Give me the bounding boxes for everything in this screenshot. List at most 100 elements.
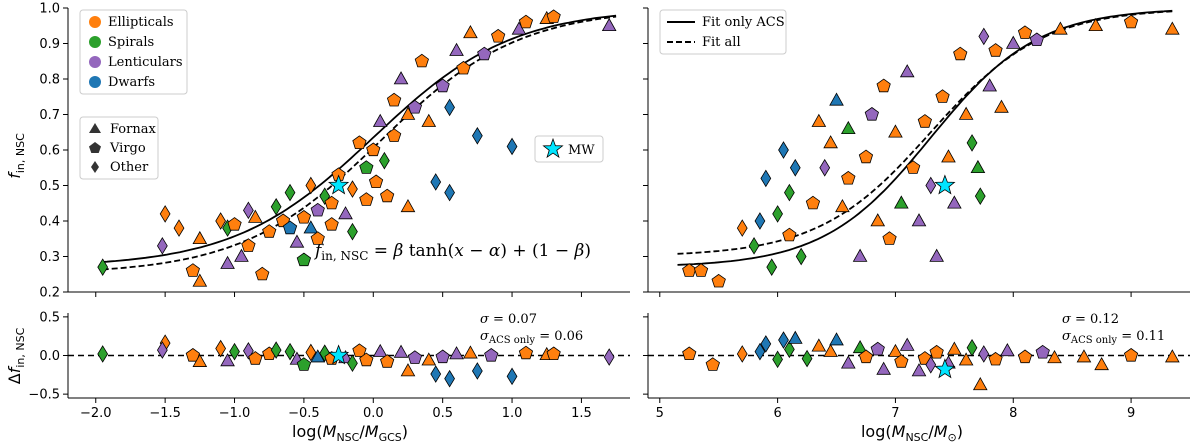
- data-point-elliptical: [888, 124, 903, 138]
- legend-galaxy-type: Ellipticals Spirals Lenticulars Dwarfs: [79, 9, 188, 95]
- y-tick-label: 0.2: [39, 286, 60, 301]
- data-point-elliptical: [972, 377, 988, 391]
- x-tick-label: 9: [1127, 406, 1135, 421]
- data-point-lenticular: [156, 237, 168, 255]
- data-point-elliptical: [352, 343, 367, 357]
- y-tick-label: 0.5: [39, 310, 60, 325]
- data-point-lenticular: [899, 64, 915, 78]
- data-point-elliptical: [248, 351, 263, 365]
- data-point-spiral: [296, 357, 312, 371]
- legend-label-virgo: Virgo: [109, 141, 146, 156]
- data-point-elliptical: [917, 114, 932, 128]
- data-point-elliptical: [215, 339, 227, 358]
- data-point-spiral: [229, 342, 240, 361]
- y-tick-label: 1.0: [39, 2, 60, 17]
- data-point-elliptical: [324, 217, 339, 231]
- data-point-elliptical: [173, 219, 185, 237]
- data-point-elliptical: [823, 343, 838, 357]
- data-point-dwarf: [430, 365, 442, 383]
- data-point-spiral: [801, 349, 813, 368]
- xlabel-right: log(MNSC/M⊙): [861, 422, 963, 444]
- legend-label-mw: MW: [568, 143, 595, 158]
- data-point-lenticular: [876, 361, 891, 375]
- data-point-spiral: [347, 222, 358, 241]
- data-point-elliptical: [518, 14, 534, 29]
- data-point-elliptical: [248, 209, 263, 223]
- data-point-elliptical: [988, 351, 1003, 366]
- data-point-elliptical: [463, 345, 478, 359]
- data-point-elliptical: [693, 263, 709, 277]
- data-point-spiral: [766, 258, 778, 276]
- y-tick-label: −0.5: [28, 388, 60, 403]
- data-point-lenticular: [870, 341, 885, 356]
- legend-label-fornax: Fornax: [110, 122, 156, 137]
- data-point-elliptical: [858, 349, 874, 364]
- bottom-right-axes: 5 6 7 8 9: [643, 313, 1190, 421]
- data-point-dwarf: [754, 212, 766, 230]
- data-point-elliptical: [736, 219, 748, 237]
- data-point-lenticular: [243, 201, 254, 220]
- data-point-elliptical: [262, 224, 277, 238]
- data-point-dwarf: [471, 362, 483, 380]
- y-tick-label: 0.3: [39, 250, 60, 265]
- data-point-lenticular: [372, 343, 388, 357]
- legend-marker-lenticulars: [89, 56, 101, 68]
- data-point-spiral: [97, 345, 109, 363]
- legend-environment: Fornax Virgo Other: [79, 116, 159, 180]
- data-point-elliptical: [906, 160, 921, 174]
- legend-marker-ellipticals: [89, 16, 101, 28]
- data-point-lenticular: [925, 176, 937, 195]
- data-point-dwarf: [754, 342, 766, 361]
- data-point-lenticular: [449, 42, 464, 56]
- data-point-elliptical: [380, 188, 395, 203]
- data-point-dwarf: [760, 335, 772, 353]
- data-point-elliptical: [185, 263, 200, 277]
- data-point-elliptical: [941, 149, 956, 163]
- data-point-elliptical: [1164, 21, 1180, 35]
- data-point-elliptical: [782, 227, 797, 242]
- x-tick-label: 5: [656, 406, 664, 421]
- data-point-elliptical: [400, 363, 416, 377]
- data-point-dwarf: [444, 183, 455, 202]
- ylabel-top: fin, NSC: [5, 133, 27, 179]
- mw-star-point: [934, 174, 956, 195]
- data-point-elliptical: [958, 352, 974, 366]
- legend-marker-fornax: [89, 123, 101, 133]
- data-point-elliptical: [421, 113, 437, 127]
- data-point-elliptical: [811, 338, 827, 352]
- data-point-elliptical: [491, 28, 506, 43]
- data-point-elliptical: [305, 343, 317, 362]
- data-point-lenticular: [484, 348, 499, 362]
- legend-label-fit-acs: Fit only ACS: [702, 15, 785, 30]
- ylabel-bottom: Δfin, NSC: [5, 327, 27, 384]
- data-point-elliptical: [386, 92, 402, 107]
- data-point-lenticular: [435, 349, 450, 364]
- y-tick-label: 0.5: [39, 179, 60, 194]
- fit-curve-solid: [102, 14, 617, 263]
- data-point-lenticular: [372, 113, 388, 127]
- data-point-spiral: [284, 183, 296, 202]
- data-point-lenticular: [477, 46, 492, 61]
- fit-formula: fin, NSC = β tanh(x − α) + (1 − β): [313, 241, 591, 263]
- data-point-spiral: [270, 197, 282, 216]
- data-point-spiral: [970, 159, 986, 174]
- data-point-elliptical: [805, 195, 821, 210]
- data-point-dwarf: [789, 158, 801, 177]
- data-point-spiral: [966, 134, 978, 152]
- data-point-lenticular: [601, 17, 617, 32]
- data-point-elliptical: [400, 198, 416, 213]
- data-point-elliptical: [935, 89, 950, 103]
- data-point-elliptical: [463, 25, 478, 39]
- y-tick-label: 0.9: [39, 37, 60, 52]
- fit-curve-solid: [677, 9, 1173, 266]
- data-point-elliptical: [994, 99, 1009, 113]
- data-point-lenticular: [899, 337, 915, 351]
- data-point-dwarf: [303, 220, 319, 234]
- data-point-spiral: [359, 160, 374, 174]
- data-point-lenticular: [1035, 344, 1050, 359]
- mw-star-point: [934, 358, 956, 379]
- data-point-lenticular: [603, 348, 615, 366]
- data-point-dwarf: [506, 367, 518, 386]
- data-point-lenticular: [220, 255, 235, 269]
- legend-label-ellipticals: Ellipticals: [108, 15, 174, 30]
